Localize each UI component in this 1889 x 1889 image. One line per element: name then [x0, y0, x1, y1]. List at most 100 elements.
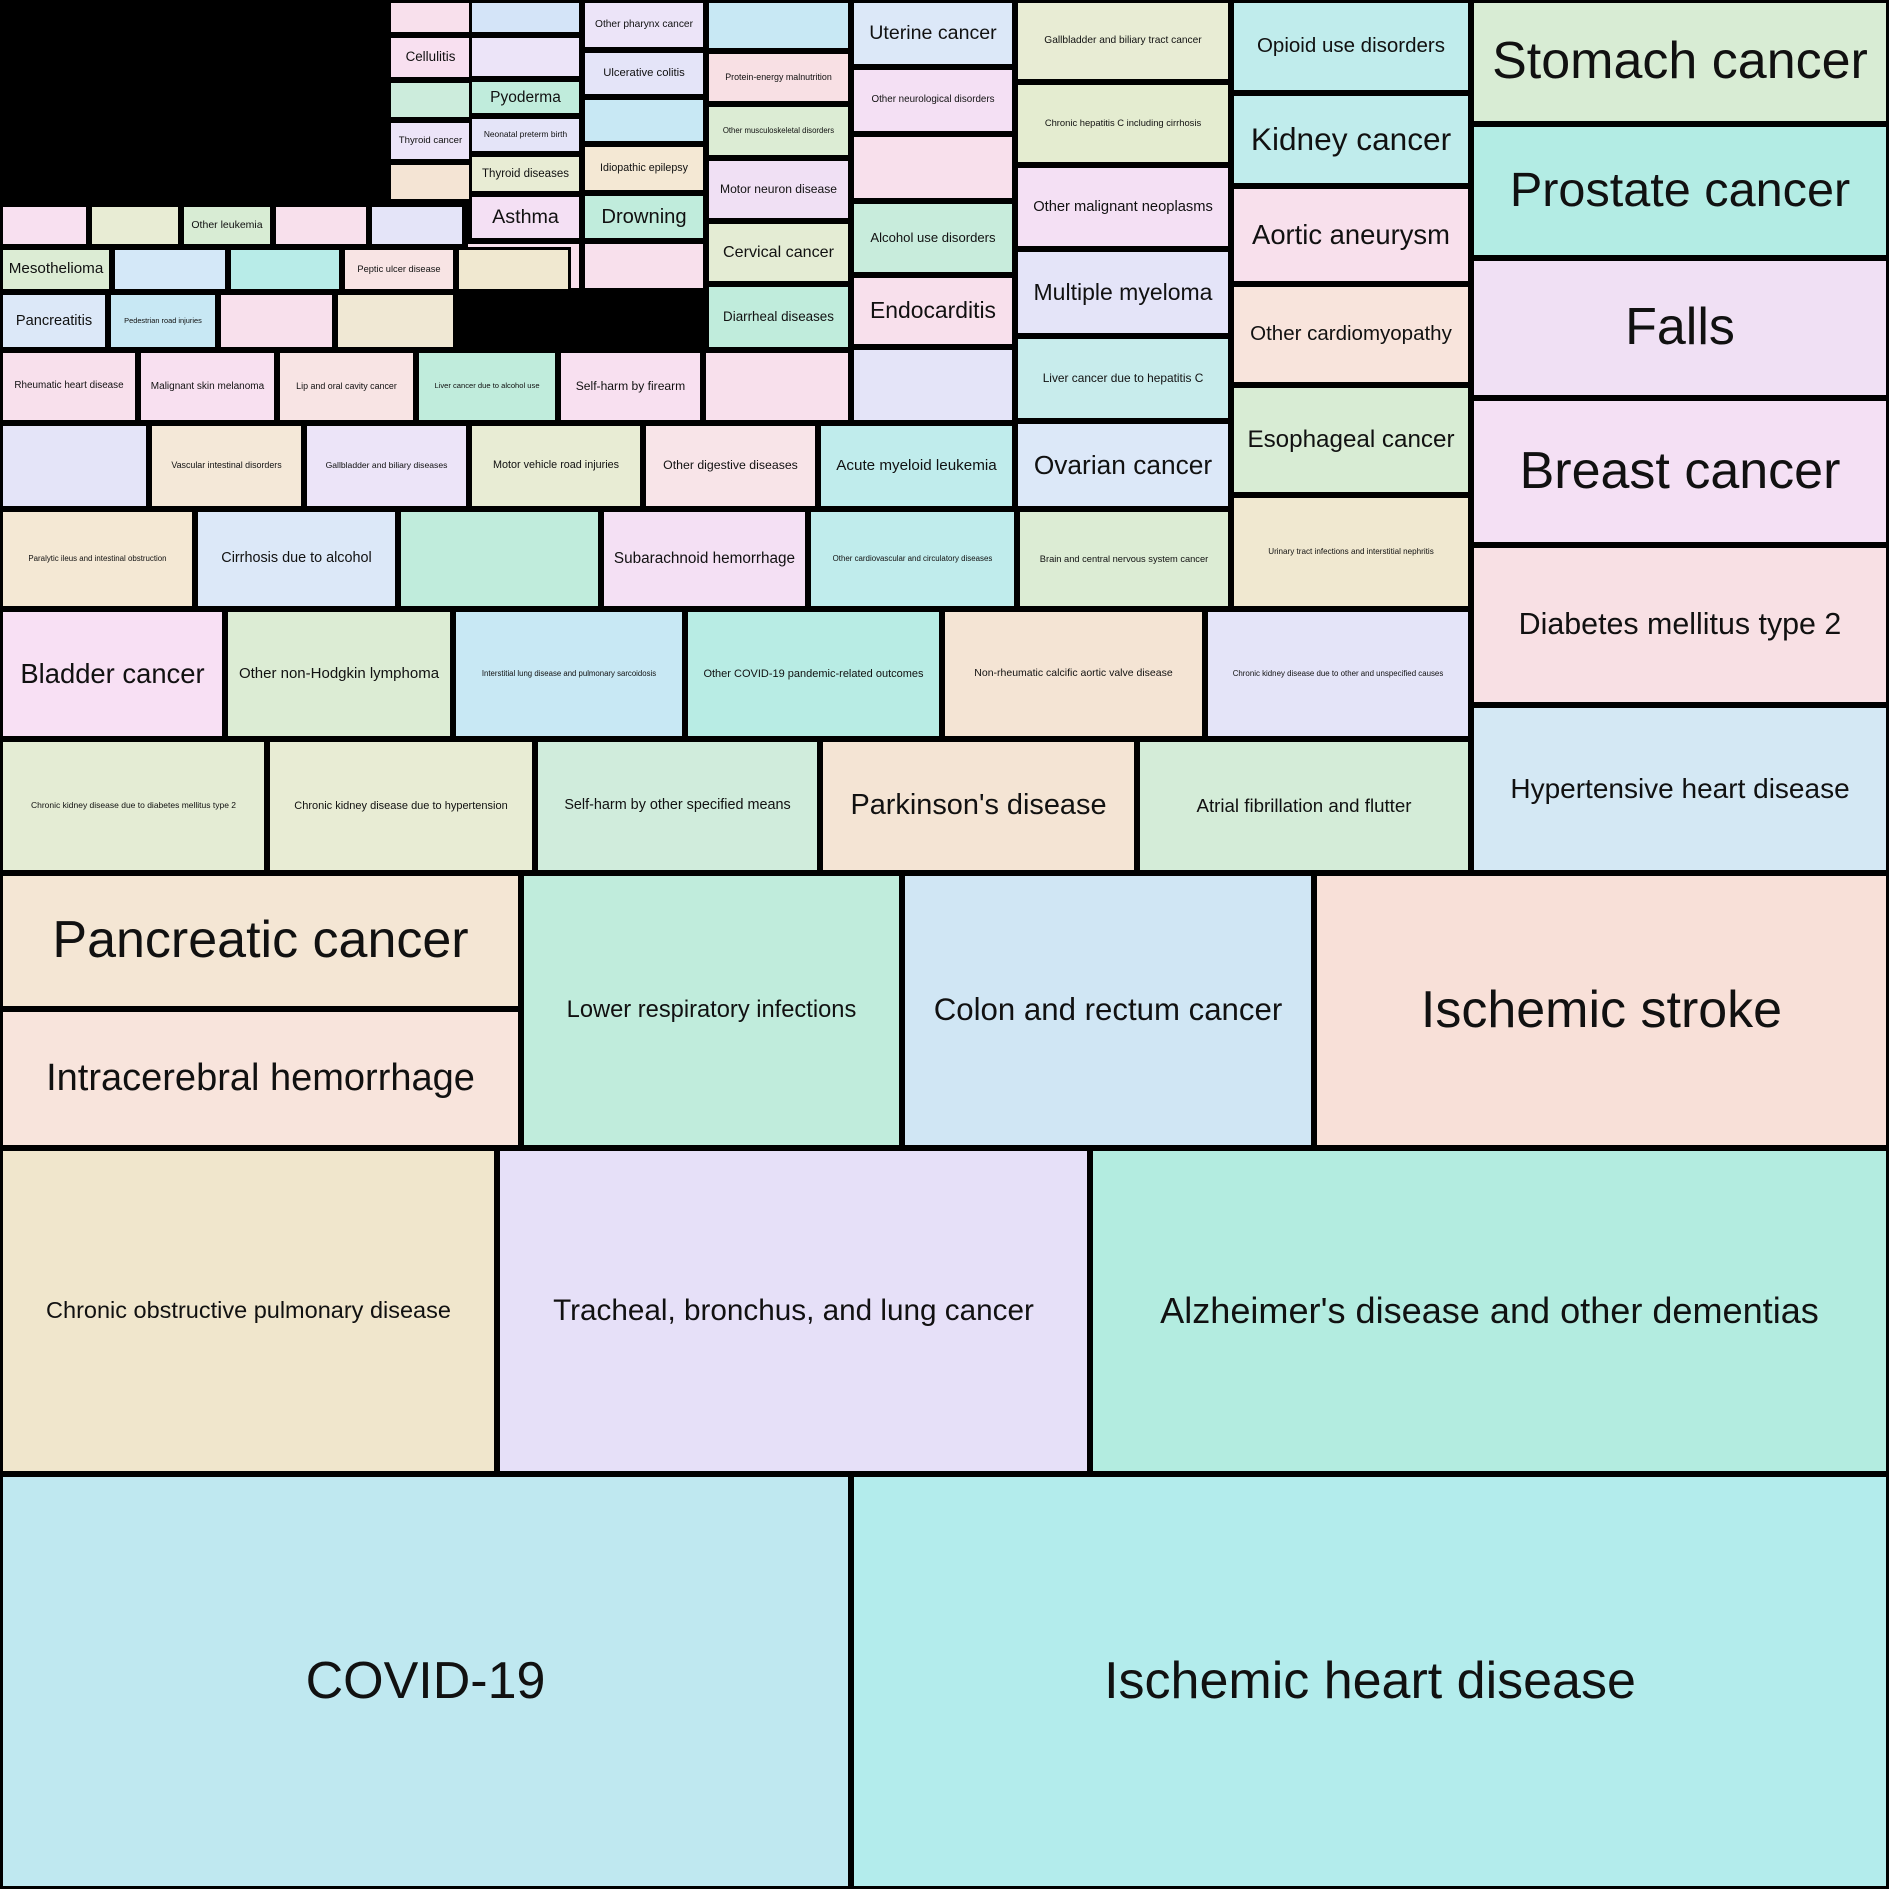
- treemap-cell-label: Mesothelioma: [8, 260, 104, 278]
- treemap-cell: Asthma: [469, 194, 582, 241]
- treemap-cell-label: Vascular intestinal disorders: [171, 460, 282, 471]
- treemap-cell: Other digestive diseases: [643, 423, 818, 509]
- treemap-cell-label: Ovarian cancer: [1033, 449, 1213, 480]
- treemap-cell-label: Cellulitis: [405, 49, 456, 65]
- treemap-cell: [228, 247, 342, 292]
- treemap-cell: Ovarian cancer: [1015, 421, 1231, 509]
- treemap-cell: Self-harm by other specified means: [535, 739, 820, 873]
- treemap-cell: [582, 97, 706, 144]
- treemap-cell: Atrial fibrillation and flutter: [1137, 739, 1471, 873]
- treemap-cell: Kidney cancer: [1231, 93, 1471, 186]
- treemap-cell: [703, 350, 851, 423]
- treemap-cell: Chronic kidney disease due to other and …: [1205, 609, 1471, 739]
- treemap-cell-label: Rheumatic heart disease: [14, 380, 124, 392]
- treemap-cell: Subarachnoid hemorrhage: [601, 509, 808, 609]
- treemap-cell: Vascular intestinal disorders: [149, 423, 304, 509]
- treemap-cell-label: Neonatal preterm birth: [483, 129, 568, 140]
- treemap-cell-label: Endocarditis: [870, 297, 996, 324]
- treemap-cell-label: Other neurological disorders: [871, 94, 995, 106]
- treemap-cell-label: Lip and oral cavity cancer: [296, 380, 397, 391]
- treemap-cell: Motor vehicle road injuries: [469, 423, 643, 509]
- treemap-cell-label: Other digestive diseases: [663, 458, 798, 473]
- treemap-cell-label: Thyroid diseases: [482, 167, 569, 180]
- treemap-cell: [89, 204, 181, 247]
- treemap-cell: [851, 347, 1015, 423]
- treemap-cell-label: Hypertensive heart disease: [1510, 772, 1850, 804]
- treemap-cell: Alcohol use disorders: [851, 201, 1015, 275]
- treemap-cell-label: Protein-energy malnutrition: [725, 71, 832, 82]
- treemap-cell: [388, 80, 473, 120]
- treemap-cell-label: Peptic ulcer disease: [357, 264, 441, 275]
- treemap-cell: Chronic kidney disease due to hypertensi…: [267, 739, 535, 873]
- treemap-cell: Stomach cancer: [1471, 0, 1889, 124]
- treemap-cell-label: Chronic hepatitis C including cirrhosis: [1044, 117, 1202, 129]
- treemap-cell-label: Pedestrian road injuries: [124, 315, 202, 325]
- treemap-cell: Idiopathic epilepsy: [582, 144, 706, 193]
- treemap-cell-label: Intracerebral hemorrhage: [46, 1056, 475, 1099]
- treemap-cell: Other neurological disorders: [851, 67, 1015, 134]
- treemap-cell-label: Interstitial lung disease and pulmonary …: [481, 668, 657, 678]
- treemap-cell: [0, 423, 149, 509]
- treemap-cell-label: Other leukemia: [191, 218, 263, 231]
- treemap-cell: Chronic hepatitis C including cirrhosis: [1015, 82, 1231, 165]
- treemap-cell: Mesothelioma: [0, 247, 112, 292]
- treemap-cell: Ischemic stroke: [1314, 873, 1889, 1148]
- treemap-cell: [369, 204, 465, 247]
- treemap-cell-label: Drowning: [601, 205, 687, 228]
- treemap-cell: Endocarditis: [851, 275, 1015, 347]
- treemap-cell-label: Subarachnoid hemorrhage: [613, 549, 796, 567]
- treemap-cell-label: Gallbladder and biliary diseases: [325, 460, 448, 471]
- treemap-cell: Breast cancer: [1471, 398, 1889, 545]
- treemap-cell: Brain and central nervous system cancer: [1017, 509, 1231, 609]
- treemap-cell: Parkinson's disease: [820, 739, 1137, 873]
- treemap-cell-label: Cirrhosis due to alcohol: [221, 550, 372, 567]
- treemap-cell-label: Ulcerative colitis: [603, 67, 685, 80]
- treemap-cell-label: Liver cancer due to hepatitis C: [1042, 370, 1204, 385]
- treemap-cell-label: Tracheal, bronchus, and lung cancer: [553, 1293, 1034, 1327]
- treemap-cell-label: Acute myeloid leukemia: [836, 456, 997, 474]
- treemap-cell-label: Urinary tract infections and interstitia…: [1268, 546, 1434, 556]
- treemap-cell: Chronic obstructive pulmonary disease: [0, 1148, 497, 1474]
- treemap-cell-label: Uterine cancer: [869, 21, 997, 44]
- treemap-cell-label: Thyroid cancer: [398, 134, 463, 146]
- treemap-cell: [456, 247, 571, 292]
- treemap-cell: Drowning: [582, 193, 706, 241]
- treemap-cell: [0, 204, 89, 247]
- treemap-cell: Uterine cancer: [851, 0, 1015, 67]
- treemap-cell-label: Ischemic heart disease: [1104, 1651, 1636, 1710]
- treemap-cell: Ischemic heart disease: [851, 1474, 1889, 1889]
- treemap-cell: Liver cancer due to alcohol use: [416, 350, 558, 423]
- treemap-cell: Thyroid cancer: [388, 120, 473, 162]
- treemap-cell-label: Other pharynx cancer: [595, 19, 693, 31]
- treemap-cell: Gallbladder and biliary tract cancer: [1015, 0, 1231, 82]
- treemap-cell-label: Liver cancer due to alcohol use: [434, 381, 540, 391]
- treemap-cell: [582, 241, 706, 291]
- treemap-cell-label: Chronic kidney disease due to other and …: [1232, 668, 1444, 678]
- treemap-cell: Cervical cancer: [706, 221, 851, 284]
- treemap-cell-label: Diabetes mellitus type 2: [1518, 607, 1842, 642]
- treemap-cell: Other leukemia: [181, 204, 273, 247]
- treemap-cell: Other cardiomyopathy: [1231, 284, 1471, 385]
- treemap-cell: Opioid use disorders: [1231, 0, 1471, 93]
- treemap-cell: Pancreatitis: [0, 292, 108, 350]
- treemap-cell: [388, 162, 473, 202]
- treemap-cell-label: Pancreatic cancer: [52, 911, 469, 970]
- treemap-cell-label: Other cardiomyopathy: [1250, 322, 1452, 346]
- treemap-cell-label: Multiple myeloma: [1033, 278, 1213, 305]
- treemap-cell-label: Cervical cancer: [723, 242, 834, 261]
- treemap-cell: Motor neuron disease: [706, 158, 851, 221]
- treemap-cell-label: Other COVID-19 pandemic-related outcomes: [703, 667, 924, 680]
- treemap-cell: Esophageal cancer: [1231, 385, 1471, 495]
- treemap-cell: Urinary tract infections and interstitia…: [1231, 495, 1471, 609]
- treemap-cell: Other non-Hodgkin lymphoma: [225, 609, 453, 739]
- treemap-cell: Lip and oral cavity cancer: [277, 350, 416, 423]
- treemap-cell: Thyroid diseases: [469, 154, 582, 194]
- treemap-cell-label: Prostate cancer: [1509, 163, 1851, 218]
- treemap-cell: Other musculoskeletal disorders: [706, 104, 851, 158]
- treemap-cell-label: Motor vehicle road injuries: [492, 459, 620, 472]
- treemap-cell-label: Other cardiovascular and circulatory dis…: [832, 553, 993, 563]
- treemap-cell: Aortic aneurysm: [1231, 186, 1471, 284]
- treemap-cell: [112, 247, 228, 292]
- treemap-cell-label: Other musculoskeletal disorders: [722, 125, 835, 135]
